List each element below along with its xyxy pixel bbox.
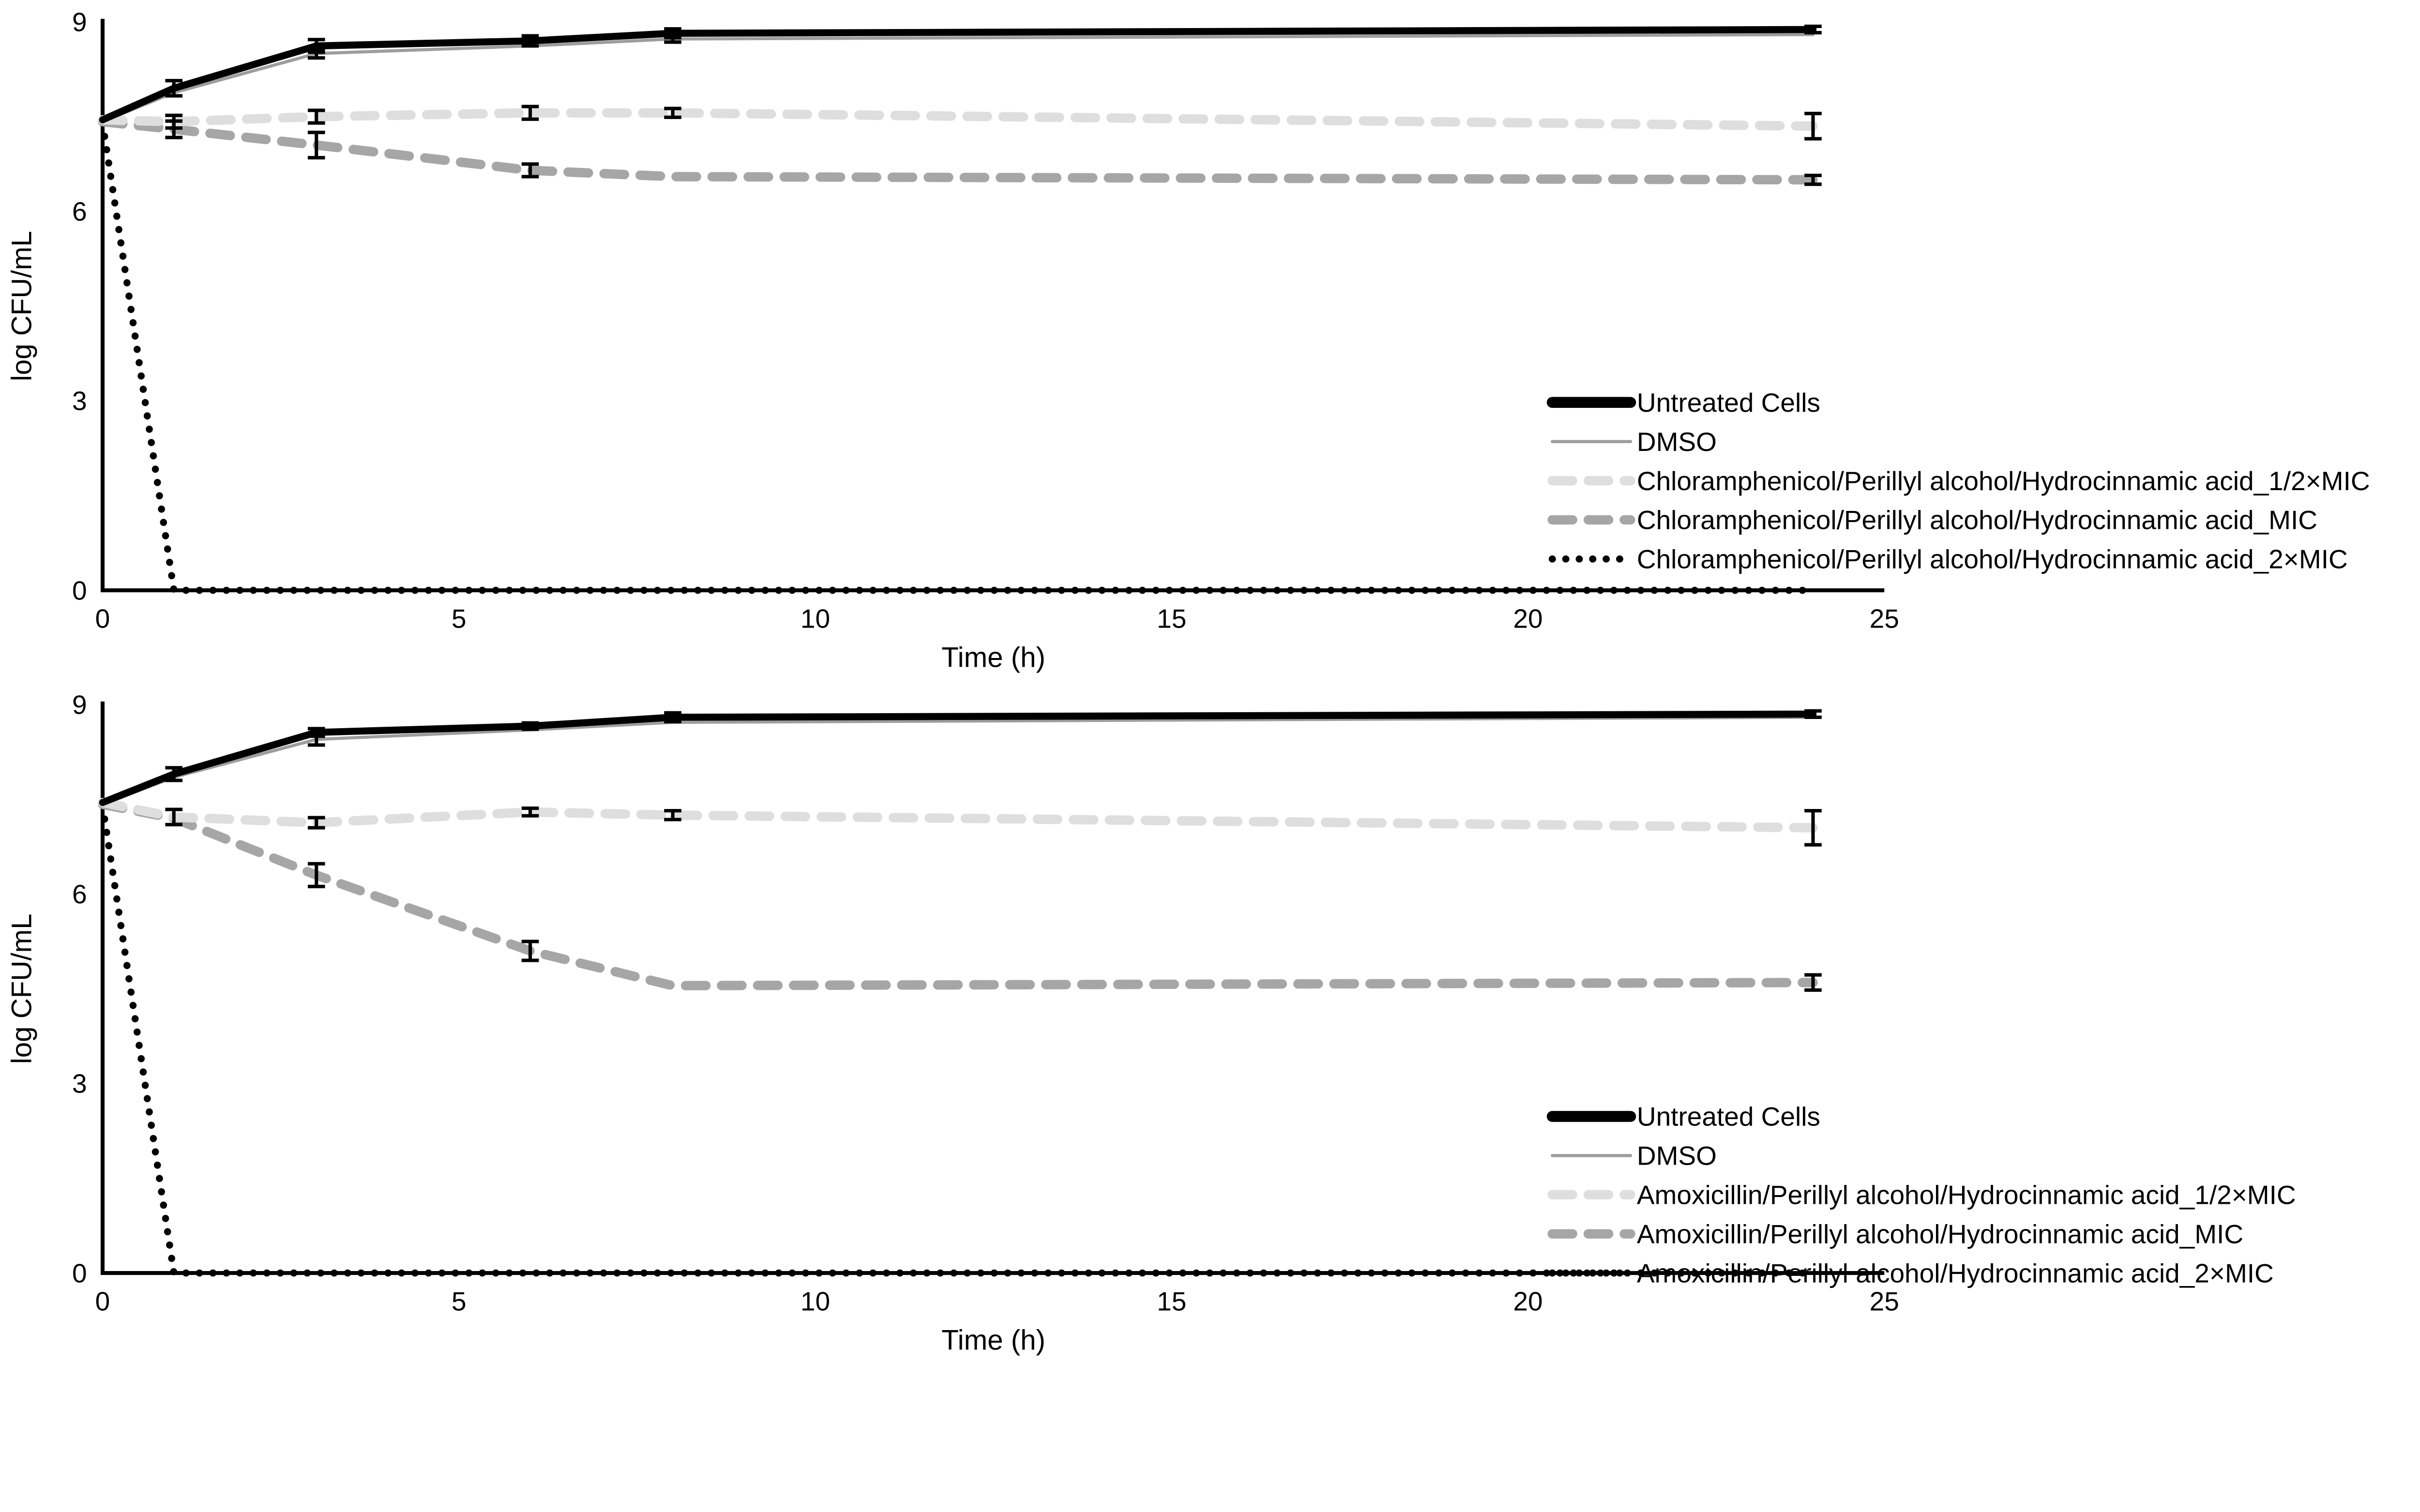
series-line-dashed [98, 799, 1818, 990]
x-tick-label: 10 [801, 1287, 830, 1317]
x-tick-label: 5 [452, 1287, 467, 1317]
series-line-dotted [99, 802, 1817, 1277]
y-tick-label: 9 [72, 690, 87, 720]
x-tick-label: 15 [1157, 1287, 1186, 1317]
legend-label: DMSO [1637, 427, 1717, 457]
legend-label: DMSO [1637, 1141, 1717, 1171]
y-tick-label: 6 [72, 196, 87, 226]
series-line-solid [101, 33, 1815, 123]
time-kill-figure: 0 3 6 9 0 5 10 15 20 25 Time (h) log CFU/mL Untreate… [0, 0, 2420, 1365]
legend-label: Chloramphenicol/Perillyl alcohol/Hydroci… [1637, 505, 2317, 535]
legend-label: Chloramphenicol/Perillyl alcohol/Hydroci… [1637, 544, 2348, 574]
legend-label: Amoxicillin/Perillyl alcohol/Hydrocinnam… [1637, 1180, 2296, 1210]
y-tick-label: 0 [72, 1258, 87, 1288]
chart-panel-amoxicillin: 0 3 6 9 0 5 10 15 20 25 Time (h) log CFU/mL Untreate… [0, 683, 2420, 1365]
x-tick-label: 20 [1513, 604, 1543, 634]
legend-label: Chloramphenicol/Perillyl alcohol/Hydroci… [1637, 466, 2370, 496]
x-tick-label: 5 [452, 604, 467, 634]
series-line-dashed [98, 108, 1818, 131]
y-tick-label: 0 [72, 575, 87, 605]
y-tick-label: 9 [72, 7, 87, 37]
y-tick-label: 6 [72, 879, 87, 909]
x-tick-label: 25 [1870, 1287, 1899, 1317]
x-tick-label: 15 [1157, 604, 1186, 634]
x-tick-label: 25 [1870, 604, 1899, 634]
x-tick-label: 20 [1513, 1287, 1543, 1317]
amoxicillin-time-kill-chart: 0 3 6 9 0 5 10 15 20 25 Time (h) log CFU/mL Untreate… [6, 690, 2296, 1356]
series-line-dashed [98, 117, 1818, 185]
x-tick-label: 10 [801, 604, 830, 634]
series-line-solid [99, 26, 1817, 123]
x-axis-title: Time (h) [941, 1325, 1045, 1356]
y-tick-label: 3 [72, 386, 87, 416]
y-axis-title: log CFU/mL [6, 231, 38, 381]
legend-label: Untreated Cells [1637, 388, 1820, 418]
x-axis-title: Time (h) [941, 642, 1045, 674]
y-tick-label: 3 [72, 1069, 87, 1099]
y-axis-title: log CFU/mL [6, 913, 38, 1064]
chart-panel-chloramphenicol: 0 3 6 9 0 5 10 15 20 25 Time (h) log CFU/mL Untreate… [0, 0, 2420, 683]
legend-label: Amoxicillin/Perillyl alcohol/Hydrocinnam… [1637, 1258, 2274, 1288]
series-line-dashed [98, 797, 1818, 833]
legend-label: Amoxicillin/Perillyl alcohol/Hydrocinnam… [1637, 1219, 2243, 1249]
series-line-dotted [99, 119, 1817, 594]
chloramphenicol-time-kill-chart: 0 3 6 9 0 5 10 15 20 25 Time (h) log CFU/mL Untreate… [6, 7, 2370, 674]
legend-label: Untreated Cells [1637, 1102, 1820, 1132]
x-tick-label: 0 [95, 1287, 110, 1317]
series-line-solid [99, 710, 1817, 806]
x-tick-label: 0 [95, 604, 110, 634]
